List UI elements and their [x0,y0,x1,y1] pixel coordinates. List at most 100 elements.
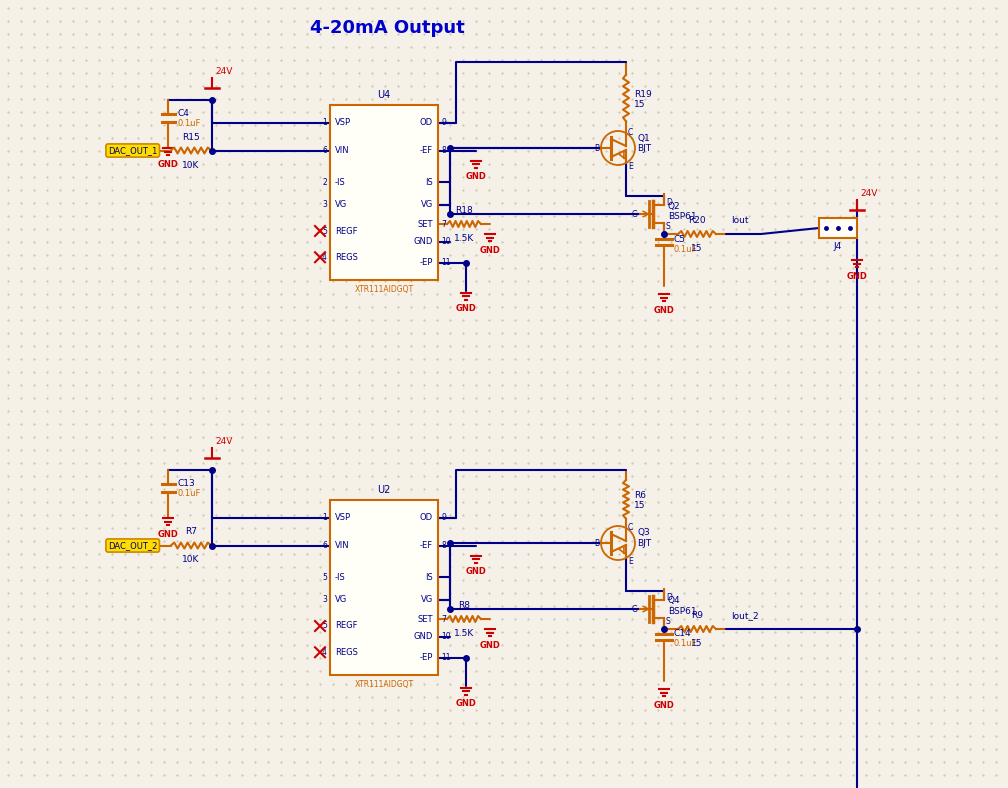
Text: Iout: Iout [731,216,749,225]
Text: GND: GND [157,160,178,169]
Text: VG: VG [335,595,347,604]
Text: 1: 1 [323,118,327,127]
Text: GND: GND [480,246,500,255]
Text: R7: R7 [185,527,197,537]
Text: 10: 10 [442,237,451,246]
Text: GND: GND [480,641,500,649]
Bar [330,500,438,675]
Text: 5: 5 [323,226,327,236]
Text: BSP61: BSP61 [668,211,697,221]
Text: GND: GND [847,272,868,281]
Text: Q1: Q1 [637,133,650,143]
Text: GND: GND [456,699,477,708]
Text: 6: 6 [323,541,327,550]
Text: 0.1uF: 0.1uF [177,118,201,128]
Text: 11: 11 [442,653,451,662]
Text: Q2: Q2 [668,202,680,210]
Text: 4: 4 [323,253,327,262]
Text: 24V: 24V [215,437,233,446]
Text: 3: 3 [323,595,327,604]
Text: 8: 8 [442,146,446,155]
Text: G: G [632,604,638,614]
Text: E: E [628,162,633,171]
Text: DAC_OUT_2: DAC_OUT_2 [108,541,157,550]
Text: 15: 15 [634,500,645,510]
Text: 15: 15 [634,99,645,109]
Text: Q4: Q4 [668,597,680,605]
Text: -EP: -EP [419,258,433,267]
Text: C13: C13 [177,478,195,488]
Text: Iout_2: Iout_2 [731,611,759,620]
Text: 15: 15 [691,244,703,253]
Text: GND: GND [466,567,487,576]
Text: 10K: 10K [182,161,200,169]
Text: GND: GND [456,304,477,313]
Text: VIN: VIN [335,146,350,155]
Text: 1.5K: 1.5K [454,234,474,243]
Text: R20: R20 [688,216,706,225]
Text: VG: VG [335,200,347,210]
Text: 10: 10 [442,632,451,641]
Text: REGF: REGF [335,622,358,630]
Text: GND: GND [653,701,674,710]
Text: -EP: -EP [419,653,433,662]
Text: VG: VG [420,595,433,604]
Text: VSP: VSP [335,118,351,127]
Text: -EF: -EF [420,146,433,155]
Text: C4: C4 [177,109,188,117]
Text: J4: J4 [834,242,842,251]
Text: OD: OD [420,118,433,127]
Text: R9: R9 [691,611,703,620]
Text: 10K: 10K [182,556,200,564]
Text: C14: C14 [673,630,690,638]
Text: IS: IS [425,573,433,582]
Text: 8: 8 [442,541,446,550]
Text: VG: VG [420,200,433,210]
Text: 2: 2 [323,177,327,187]
Text: -EF: -EF [420,541,433,550]
Text: R15: R15 [182,132,200,142]
Text: D: D [666,198,672,206]
Text: 7: 7 [442,220,446,229]
Text: DAC_OUT_1: DAC_OUT_1 [108,146,157,155]
Text: BSP61: BSP61 [668,607,697,615]
Text: -IS: -IS [335,573,346,582]
Text: 9: 9 [442,513,446,522]
Text: D: D [666,593,672,601]
Text: IS: IS [425,177,433,187]
Text: 6: 6 [323,146,327,155]
Text: GND: GND [413,237,433,246]
Text: 24V: 24V [215,67,233,76]
Text: C: C [628,522,633,531]
Text: XTR111AIDGQT: XTR111AIDGQT [355,680,413,689]
Text: R18: R18 [456,206,473,215]
Text: 15: 15 [691,639,703,648]
Text: REGS: REGS [335,253,358,262]
Text: E: E [628,557,633,566]
Text: 4: 4 [323,648,327,656]
Bar [330,105,438,280]
Text: REGF: REGF [335,226,358,236]
Text: SET: SET [417,220,433,229]
Text: GND: GND [466,173,487,181]
Text: 0.1uF: 0.1uF [673,640,697,649]
Text: 11: 11 [442,258,451,267]
Text: 24V: 24V [860,189,877,198]
Bar [818,218,857,238]
Text: GND: GND [157,530,178,539]
Text: Q3: Q3 [637,529,650,537]
Text: R19: R19 [634,90,652,98]
Text: C: C [628,128,633,136]
Text: 5: 5 [323,573,327,582]
Text: 9: 9 [442,118,446,127]
Text: B: B [594,143,599,153]
Text: S: S [666,221,670,231]
Text: SET: SET [417,615,433,623]
Text: U2: U2 [377,485,391,495]
Text: 3: 3 [323,200,327,210]
Text: C5: C5 [673,235,685,243]
Text: S: S [666,616,670,626]
Text: REGS: REGS [335,648,358,656]
Text: -IS: -IS [335,177,346,187]
Text: BJT: BJT [637,143,651,153]
